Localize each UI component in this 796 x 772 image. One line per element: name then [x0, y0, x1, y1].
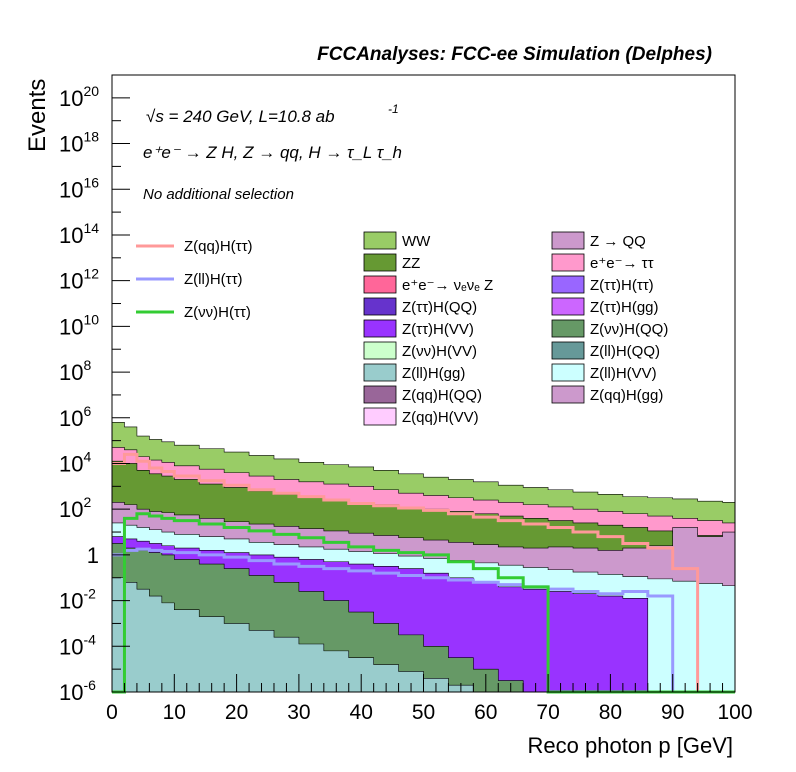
stack-bands [111, 422, 736, 693]
y-tick-exponent: -6 [83, 677, 96, 693]
chart-title: FCCAnalyses: FCC-ee Simulation (Delphes) [317, 44, 712, 65]
x-tick-label: 40 [350, 701, 373, 724]
x-tick-label: 60 [474, 701, 497, 724]
legend-label: Z(νν)H(QQ) [590, 321, 668, 338]
y-tick-label: 104 [59, 448, 91, 476]
y-tick-label: 1020 [59, 83, 99, 111]
y-tick-exponent: 8 [83, 357, 91, 373]
x-axis-label: Reco photon p [GeV] [528, 733, 733, 758]
y-axis-label: Events [24, 79, 51, 152]
legend-swatch [551, 385, 585, 404]
y-tick-exponent: 14 [83, 220, 99, 236]
legend-swatch [363, 407, 397, 426]
legend-swatch [363, 341, 397, 360]
legend-label: Z(qq)H(QQ) [402, 387, 482, 404]
y-tick-label: 108 [59, 357, 91, 385]
legend-label: Z(ll)H(QQ) [590, 343, 660, 360]
legend-swatch [363, 253, 397, 272]
y-tick-exponent: 4 [83, 448, 91, 464]
legend-label: Z(qq)H(gg) [590, 387, 663, 404]
y-tick-label: 1016 [59, 174, 99, 202]
annotation-energy: √s = 240 GeV, L=10.8 ab -1 [146, 102, 399, 126]
legend-label: Z(ττ)H(QQ) [402, 299, 477, 316]
legend-swatch [551, 341, 585, 360]
y-tick-exponent: -4 [83, 631, 96, 647]
x-tick-label: 30 [287, 701, 310, 724]
x-axis: 0 10 20 30 40 50 60 70 80 90 100 [106, 674, 753, 724]
legend-label: Z(ττ)H(ττ) [590, 277, 654, 294]
x-tick-label: 10 [163, 701, 186, 724]
legend-signal-label: Z(νν)H(ττ) [184, 304, 251, 321]
y-tick-label: 1014 [59, 220, 99, 248]
y-tick-exponent: 12 [83, 266, 99, 282]
legend-swatch [363, 231, 397, 250]
y-tick-label: 1012 [59, 266, 99, 294]
legend-swatch [551, 275, 585, 294]
legend-swatch [551, 297, 585, 316]
legend-swatch [551, 363, 585, 382]
y-tick-exponent: -2 [83, 586, 96, 602]
legend-swatch [363, 363, 397, 382]
y-tick-exponent: 6 [83, 403, 91, 419]
legend-signal-label: Z(qq)H(ττ) [184, 238, 253, 255]
legend-swatch [551, 319, 585, 338]
x-tick-label: 50 [412, 701, 435, 724]
legend-label: Z(ll)H(VV) [590, 365, 657, 382]
y-tick-label: 1018 [59, 129, 99, 157]
legend-label: e⁺e⁻→ ττ [590, 255, 654, 272]
annotation-process: e⁺e⁻ → Z H, Z → qq, H → τ_L τ_h [143, 143, 402, 162]
x-tick-label: 100 [717, 701, 752, 724]
y-tick-label: 1010 [59, 311, 99, 339]
y-tick-exponent: 16 [83, 174, 99, 190]
y-tick-label: 10-2 [59, 586, 96, 614]
energy-exp: -1 [388, 102, 399, 116]
legend-label: Z(νν)H(VV) [402, 343, 477, 360]
y-tick-exponent: 18 [83, 129, 99, 145]
signal-line-z-ll-h- [112, 547, 735, 694]
legend-label: Z(ll)H(gg) [402, 365, 465, 382]
y-tick-exponent: 20 [83, 83, 99, 99]
y-tick-label: 10-4 [59, 631, 96, 659]
y-tick-label: 10-6 [59, 677, 96, 705]
y-tick-label: 106 [59, 403, 91, 431]
legend-label: Z(ττ)H(VV) [402, 321, 474, 338]
legend-swatch [363, 385, 397, 404]
legend-swatch [551, 253, 585, 272]
energy-text: √s = 240 GeV, L=10.8 ab [146, 107, 335, 126]
legend-swatch [551, 231, 585, 250]
legend-label: WW [402, 233, 431, 250]
legend-label: ZZ [402, 255, 420, 272]
y-tick-label: 1 [87, 543, 99, 568]
x-tick-label: 80 [599, 701, 622, 724]
legend: Z(qq)H(ττ) Z(ll)H(ττ) Z(νν)H(ττ) WW ZZ e⁺e⁻→ … [136, 231, 668, 426]
y-tick-exponent: 10 [83, 311, 99, 327]
legend-label: Z → QQ [590, 233, 646, 250]
x-tick-label: 0 [106, 701, 118, 724]
x-tick-label: 70 [536, 701, 559, 724]
y-tick-exponent: 2 [83, 494, 91, 510]
legend-swatch [363, 275, 397, 294]
legend-label: Z(qq)H(VV) [402, 409, 479, 426]
legend-signal-label: Z(ll)H(ττ) [184, 271, 243, 288]
y-tick-label: 102 [59, 494, 91, 522]
legend-label: e⁺e⁻→ νₑνₑ Z [402, 277, 493, 294]
signal-line-z-qq-h- [112, 452, 735, 694]
x-tick-label: 90 [661, 701, 684, 724]
legend-swatch [363, 319, 397, 338]
legend-swatch [363, 297, 397, 316]
annotation-selection: No additional selection [143, 186, 294, 203]
x-tick-label: 20 [225, 701, 248, 724]
legend-label: Z(ττ)H(gg) [590, 299, 659, 316]
